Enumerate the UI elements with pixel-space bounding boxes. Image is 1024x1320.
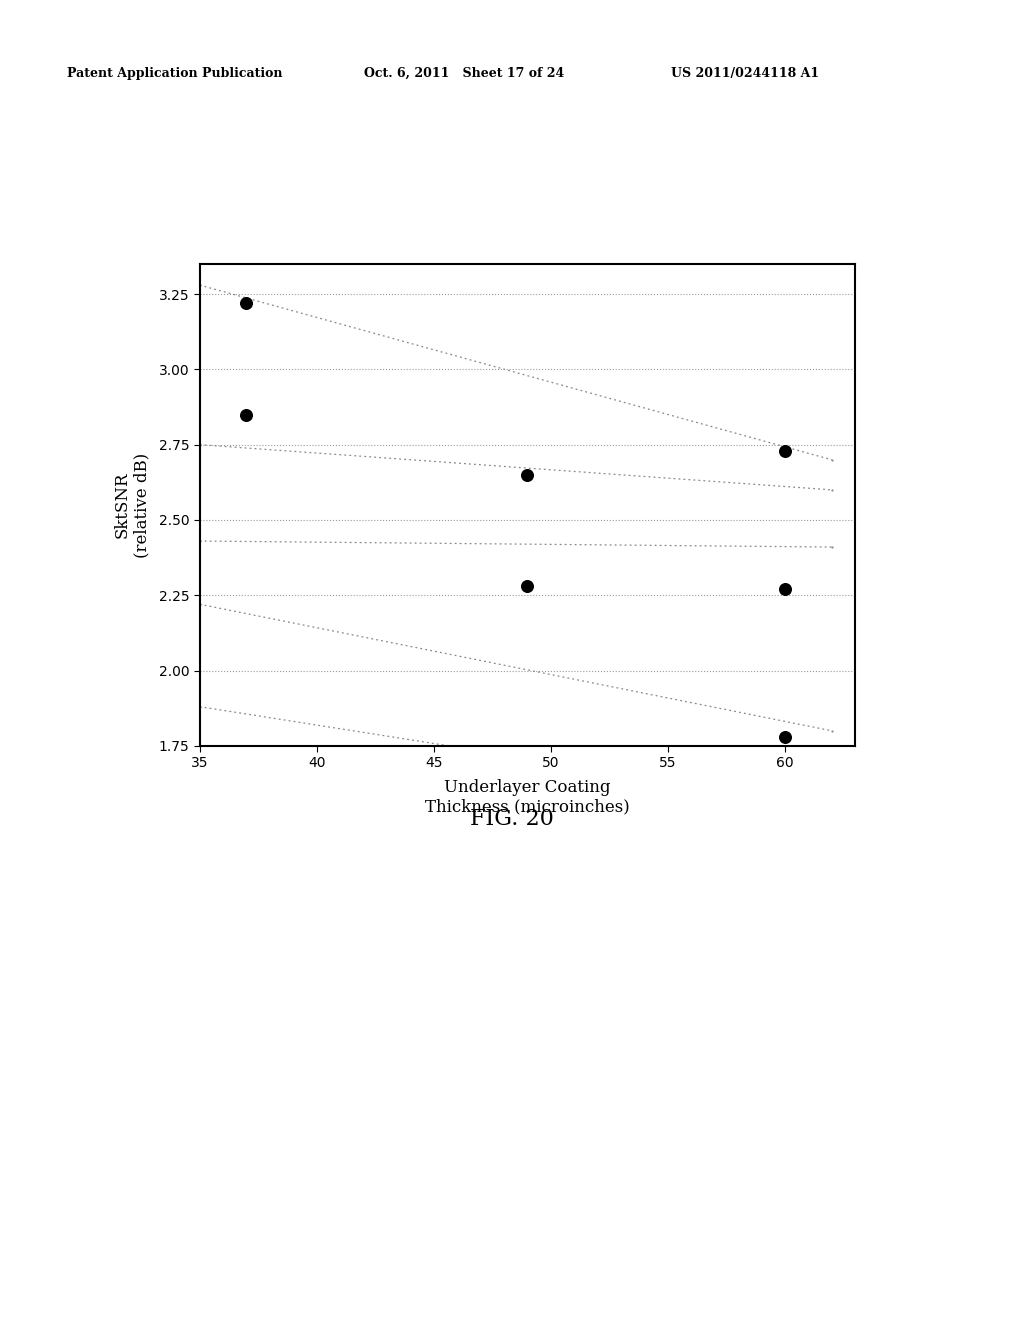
Y-axis label: SktSNR
(relative dB): SktSNR (relative dB) <box>114 453 151 557</box>
Text: Oct. 6, 2011   Sheet 17 of 24: Oct. 6, 2011 Sheet 17 of 24 <box>364 66 564 79</box>
Point <box>776 726 793 747</box>
Point <box>239 293 255 314</box>
Text: FIG. 20: FIG. 20 <box>470 808 554 830</box>
Text: Patent Application Publication: Patent Application Publication <box>67 66 282 79</box>
Text: US 2011/0244118 A1: US 2011/0244118 A1 <box>671 66 819 79</box>
X-axis label: Underlayer Coating
Thickness (microinches): Underlayer Coating Thickness (microinche… <box>425 779 630 816</box>
Point <box>776 440 793 461</box>
Point <box>519 576 536 597</box>
Point <box>776 578 793 599</box>
Point <box>519 465 536 486</box>
Point <box>239 404 255 425</box>
